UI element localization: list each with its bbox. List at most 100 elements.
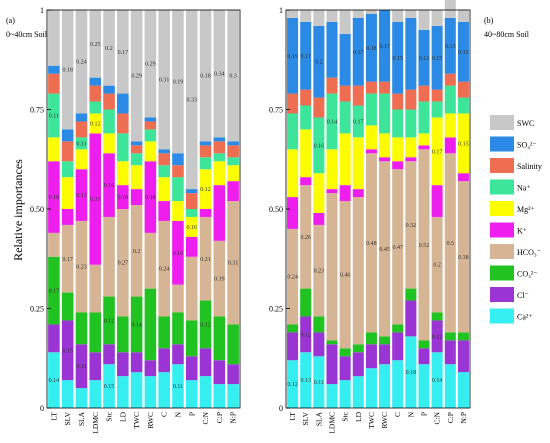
bar-segment <box>103 344 115 365</box>
panel-b: 0.120.240.19LT0.130.120.260.17SLV0.110.2… <box>269 0 530 434</box>
bar-segment <box>89 380 102 408</box>
bar-segment <box>48 73 60 94</box>
bar-segment <box>457 21 469 82</box>
bar-segment <box>300 177 312 186</box>
bar-segment <box>213 185 226 241</box>
bar-segment <box>117 93 129 114</box>
bar-segment <box>418 149 430 341</box>
bar-segment <box>392 360 404 408</box>
x-tick-label: N <box>406 411 415 417</box>
data-label: 0.31 <box>159 78 170 84</box>
bar-segment <box>313 117 325 174</box>
bar-segment <box>130 352 143 373</box>
bar-segment <box>352 85 364 106</box>
data-label: 0.12 <box>432 334 443 340</box>
bar-segment <box>130 153 143 166</box>
bar-segment <box>117 376 129 408</box>
bar-segment <box>158 372 170 408</box>
bar-segment <box>89 85 102 102</box>
data-label: 0.24 <box>76 60 87 66</box>
bar-segment <box>144 161 157 233</box>
bar-segment <box>418 145 430 150</box>
data-label: 0.11 <box>173 384 183 390</box>
x-tick-label: Stc <box>105 411 114 421</box>
bar-segment <box>313 10 325 26</box>
data-label: 0.2 <box>433 263 441 269</box>
bar-segment <box>227 157 239 166</box>
data-label: 0.45 <box>379 247 390 253</box>
bar-segment <box>199 209 212 217</box>
x-tick-label: P <box>187 412 196 416</box>
data-label: 0.19 <box>173 80 184 86</box>
bar-segment <box>130 372 143 408</box>
bar-segment <box>339 133 351 186</box>
x-tick-label: SLA <box>314 411 323 426</box>
y-tick-label: 0.50 <box>30 205 44 214</box>
bar-segment <box>130 296 143 353</box>
bar-segment <box>418 133 430 146</box>
bar-segment <box>365 368 377 408</box>
bar-segment <box>444 153 456 333</box>
bar-segment <box>117 133 129 162</box>
bar-segment <box>227 324 239 365</box>
legend-label: Ca²⁺ <box>517 313 533 322</box>
bar-segment <box>405 10 417 18</box>
bar-segment <box>185 380 198 408</box>
bar-segment <box>326 384 338 408</box>
bar-segment <box>365 10 377 14</box>
bar-segment <box>144 129 157 142</box>
legend-label: HCO₃⁻ <box>517 248 541 257</box>
data-label: 0.26 <box>300 235 311 241</box>
data-label: 0.15 <box>62 348 73 354</box>
bar-segment <box>457 340 469 373</box>
data-label: 0.31 <box>228 261 239 267</box>
bar-segment <box>392 109 404 138</box>
bar-segment <box>185 10 198 190</box>
data-label: 0.17 <box>353 119 364 125</box>
x-tick-label: N:P <box>459 412 468 424</box>
bar-segment <box>431 312 443 321</box>
bar-segment <box>130 145 143 154</box>
data-label: 0.34 <box>214 72 225 78</box>
legend-swatch <box>490 287 514 302</box>
bar-segment <box>172 364 184 408</box>
data-label: 0.23 <box>314 269 325 275</box>
bar-segment <box>158 10 170 150</box>
data-label: 0.12 <box>300 332 311 338</box>
bar-segment <box>75 220 88 313</box>
data-label: 0.18 <box>200 74 211 80</box>
data-label: 0.21 <box>200 257 211 263</box>
bar-segment <box>431 185 443 217</box>
x-tick-label: N <box>173 411 182 417</box>
bar-segment <box>444 113 456 138</box>
bar-segment <box>130 189 143 206</box>
bar-segment <box>89 264 102 313</box>
x-tick-label: C <box>393 412 402 417</box>
data-label: 0.16 <box>173 251 184 257</box>
data-label: 0.29 <box>145 62 156 68</box>
panel-label: (a) <box>6 16 15 25</box>
bar-segment <box>444 332 456 341</box>
x-tick-label: C:N <box>433 411 442 424</box>
bar-segment <box>89 352 102 381</box>
data-label: 0.46 <box>340 273 351 279</box>
bar-segment <box>227 384 239 408</box>
bar-segment <box>172 165 184 178</box>
data-label: 0.13 <box>445 44 456 50</box>
x-tick-label: N:P <box>229 412 238 424</box>
bar-segment <box>89 77 102 86</box>
bar-segment <box>326 10 338 22</box>
bar-segment <box>300 185 312 289</box>
bar-segment <box>61 161 74 178</box>
bar-segment <box>365 149 377 154</box>
bar-segment <box>158 177 170 202</box>
bar-segment <box>313 224 325 317</box>
bar-segment <box>313 25 325 98</box>
bar-segment <box>352 344 364 353</box>
x-tick-label: C:P <box>446 412 455 423</box>
bar-segment <box>457 332 469 341</box>
bar-segment <box>379 133 391 158</box>
bar-segment <box>213 153 226 162</box>
data-label: 0.18 <box>366 46 377 52</box>
data-label: 0.11 <box>49 113 59 119</box>
